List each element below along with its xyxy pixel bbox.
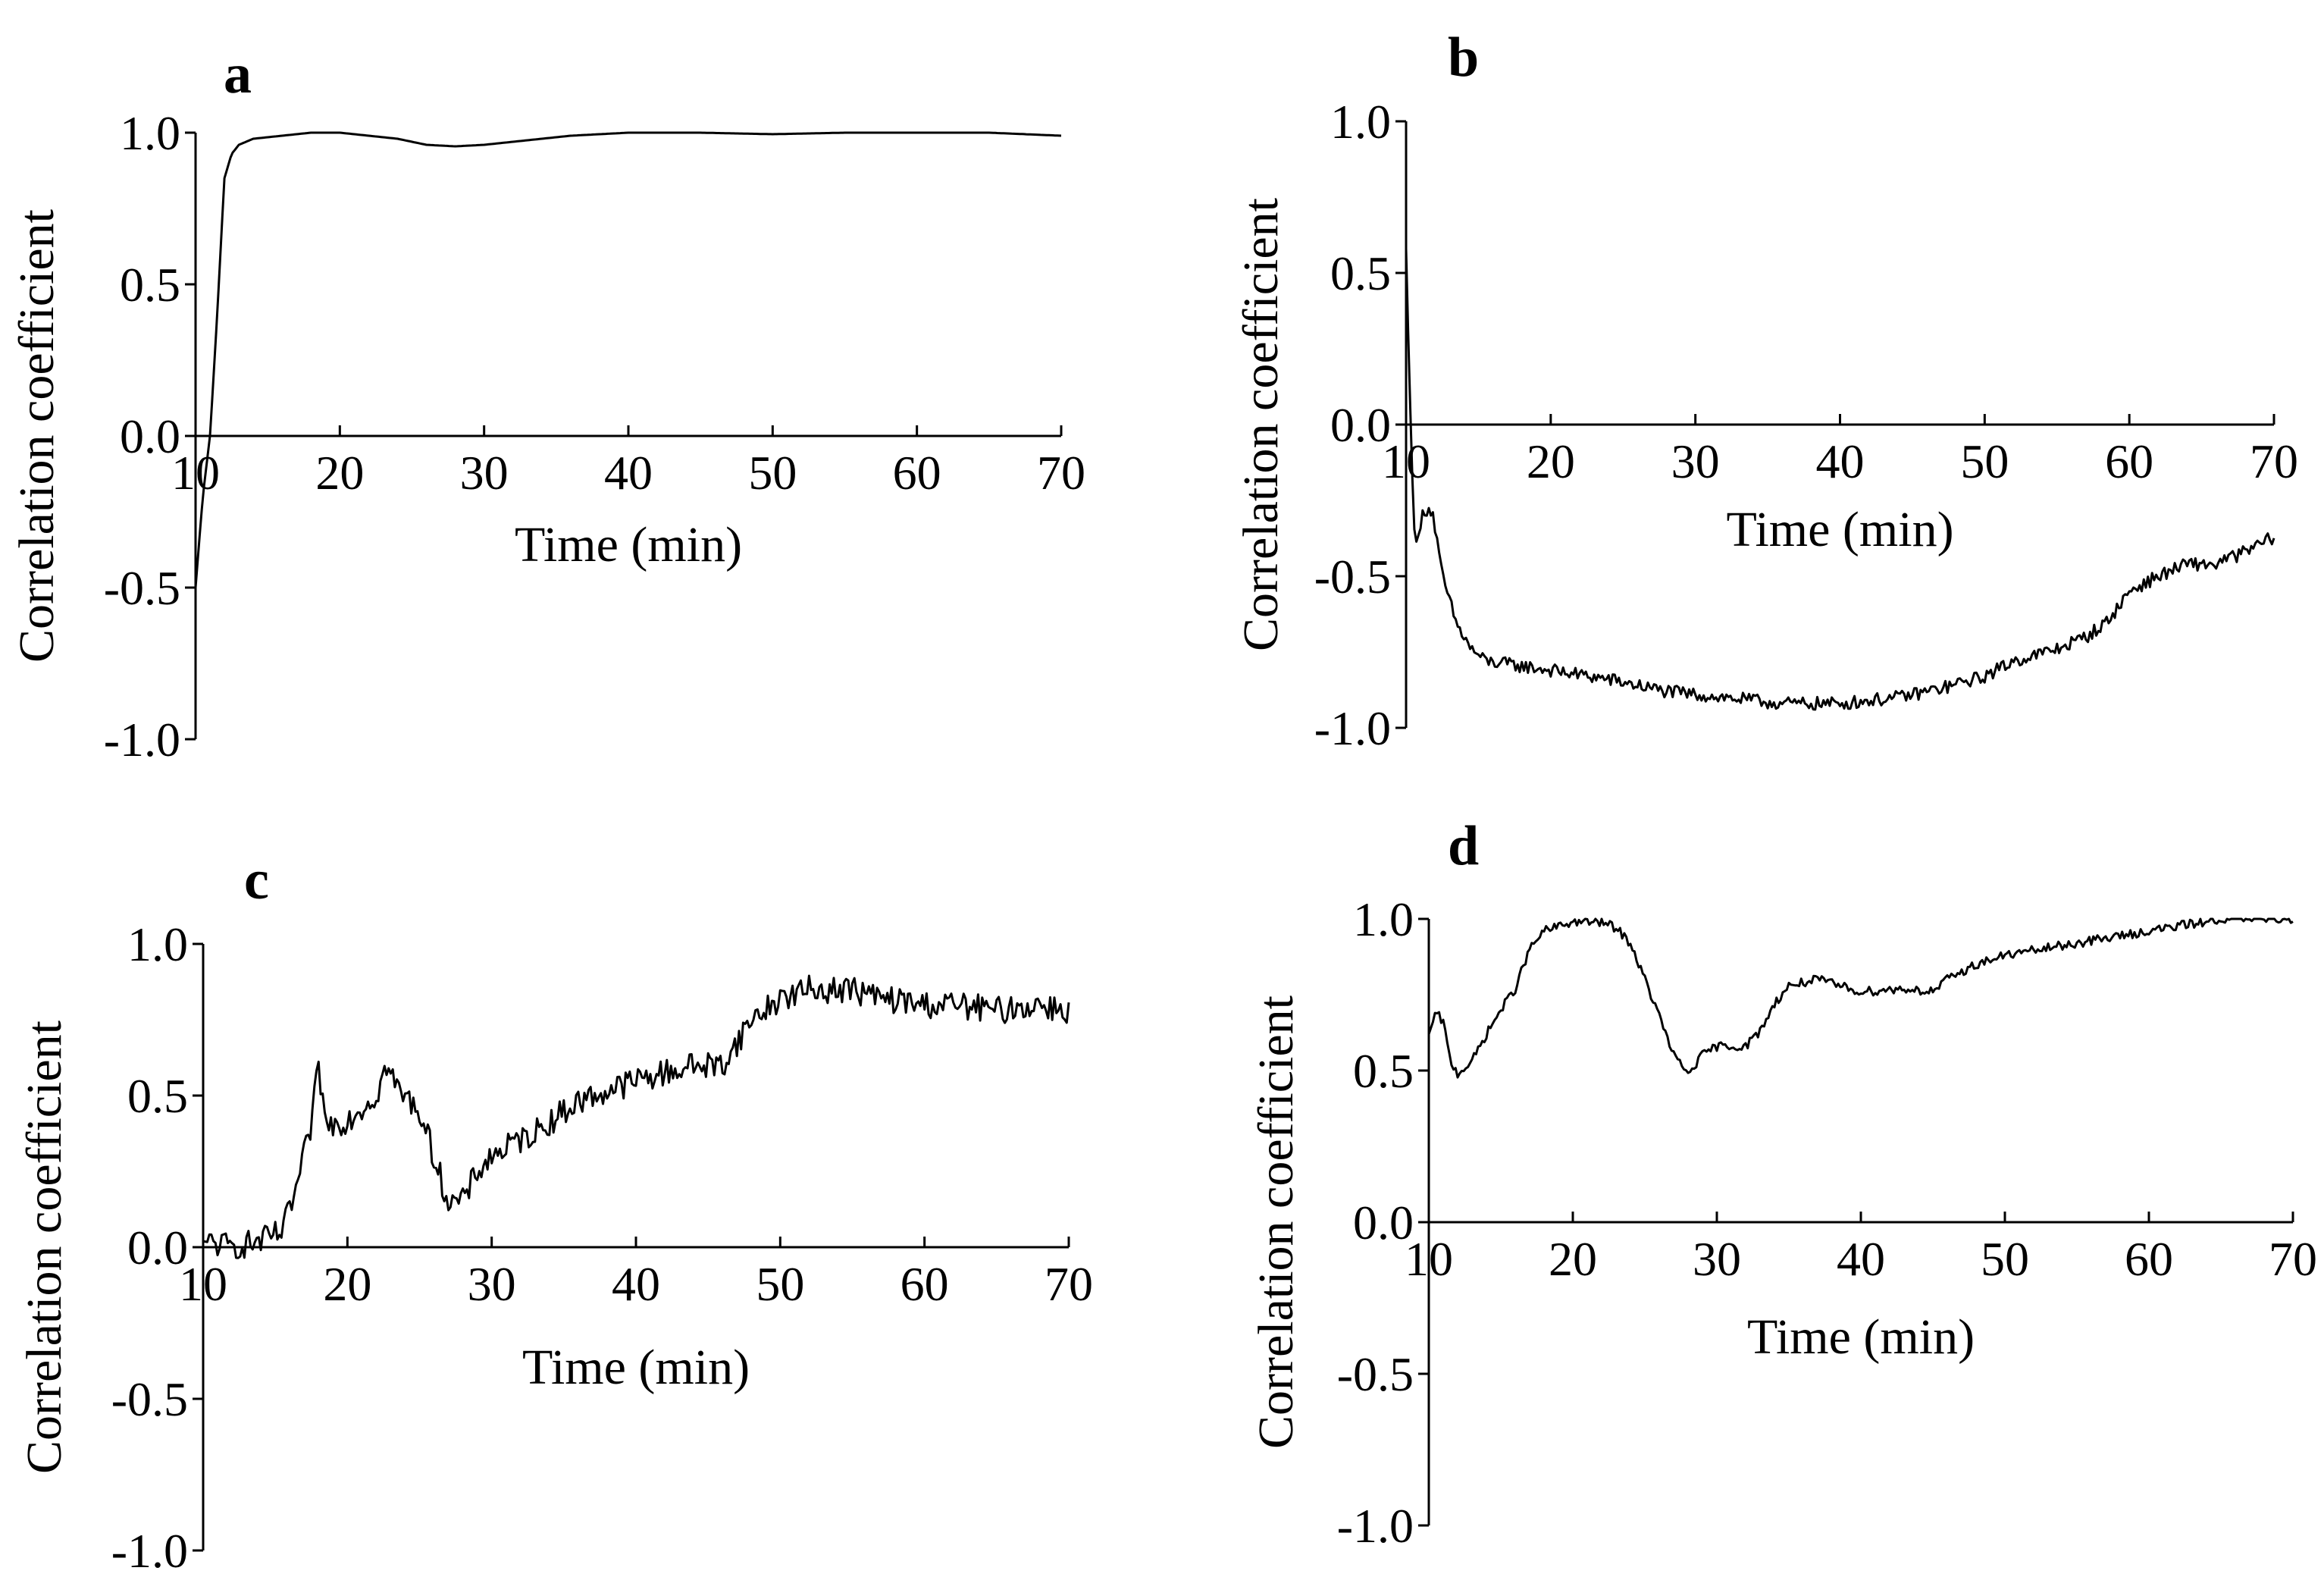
y-tick-label: -1.0 (111, 1524, 188, 1577)
x-tick-label: 20 (1527, 434, 1575, 488)
x-tick-label: 50 (748, 446, 797, 500)
panel-a: a -1.0 -0.5 0.0 0.5 1.0 10 20 30 40 50 60 70 Time (mi… (9, 43, 1085, 767)
y-tick-label: -0.5 (111, 1372, 188, 1426)
x-tick-label: 20 (315, 446, 364, 500)
y-tick-label: -1.0 (1314, 701, 1391, 755)
series-line-c (202, 974, 1070, 1259)
y-tick-label: 0.0 (1330, 398, 1391, 452)
x-tick-label: 70 (1037, 446, 1085, 500)
x-axis-label: Time (min) (522, 1340, 750, 1395)
y-tick-label: 1.0 (120, 106, 180, 160)
x-tick-label: 70 (1045, 1257, 1093, 1311)
y-tick-label: -0.5 (1314, 550, 1391, 604)
panels: a -1.0 -0.5 0.0 0.5 1.0 10 20 30 40 50 60 70 Time (mi… (9, 27, 2317, 1577)
y-tick-label: -0.5 (1337, 1347, 1414, 1401)
panel-b: b -1.0 -0.5 0.0 0.5 1.0 10 20 30 40 50 60 70 Time (mi… (1233, 27, 2298, 755)
x-tick-label: 30 (460, 446, 509, 500)
x-tick-label: 10 (1405, 1232, 1453, 1286)
series-line-a (194, 131, 1062, 588)
y-tick-label: 1.0 (1353, 892, 1414, 946)
x-tick-label: 30 (1671, 434, 1720, 488)
y-axis-label: Correlation coefficient (17, 1021, 72, 1474)
y-axis-label: Correlation coefficient (1233, 198, 1289, 651)
x-tick-label: 30 (1693, 1232, 1741, 1286)
panel-d: d -1.0 -0.5 0.0 0.5 1.0 10 20 30 40 50 60 70 Time (mi… (1248, 815, 2317, 1553)
panel-letter: b (1448, 27, 1479, 89)
panel-c: c -1.0 -0.5 0.0 0.5 1.0 10 20 30 40 50 60 70 Time (mi… (17, 849, 1093, 1577)
x-tick-label: 60 (893, 446, 941, 500)
x-tick-label: 40 (1816, 434, 1865, 488)
y-tick-label: -0.5 (104, 561, 180, 615)
x-axis-label: Time (min) (1726, 502, 1953, 557)
x-tick-label: 60 (2125, 1232, 2173, 1286)
x-tick-label: 20 (323, 1257, 371, 1311)
y-tick-label: 0.0 (120, 409, 180, 463)
y-tick-label: 1.0 (127, 917, 188, 971)
y-tick-label: -1.0 (1337, 1499, 1414, 1553)
panel-letter: a (224, 43, 252, 105)
x-tick-label: 60 (2105, 434, 2153, 488)
x-tick-label: 50 (1960, 434, 2009, 488)
x-tick-label: 70 (2269, 1232, 2317, 1286)
x-tick-label: 10 (179, 1257, 227, 1311)
y-tick-label: 0.5 (127, 1069, 188, 1123)
y-tick-label: 1.0 (1330, 95, 1391, 149)
x-tick-label: 40 (612, 1257, 660, 1311)
x-axis-label: Time (min) (515, 517, 742, 572)
y-tick-label: 0.5 (120, 258, 180, 312)
x-tick-label: 40 (604, 446, 653, 500)
x-axis-label: Time (min) (1747, 1309, 1975, 1365)
x-tick-label: 10 (171, 446, 220, 500)
y-tick-label: 0.0 (127, 1221, 188, 1274)
x-tick-label: 30 (468, 1257, 516, 1311)
x-tick-label: 70 (2250, 434, 2298, 488)
panel-letter: d (1448, 815, 1479, 877)
x-tick-label: 40 (1837, 1232, 1885, 1286)
x-tick-label: 10 (1382, 434, 1430, 488)
series-line-d (1427, 917, 2294, 1079)
panel-letter: c (244, 849, 269, 911)
series-line-b (1405, 248, 2275, 711)
x-tick-label: 50 (756, 1257, 804, 1311)
y-tick-label: 0.0 (1353, 1196, 1414, 1249)
x-tick-label: 20 (1549, 1232, 1597, 1286)
y-tick-label: 0.5 (1330, 246, 1391, 300)
y-tick-label: 0.5 (1353, 1044, 1414, 1098)
y-tick-label: -1.0 (104, 713, 180, 767)
y-axis-label: Correlation coefficient (1248, 995, 1304, 1449)
x-tick-label: 50 (1981, 1232, 2029, 1286)
y-axis-label: Correlation coefficient (9, 209, 64, 663)
x-tick-label: 60 (900, 1257, 949, 1311)
